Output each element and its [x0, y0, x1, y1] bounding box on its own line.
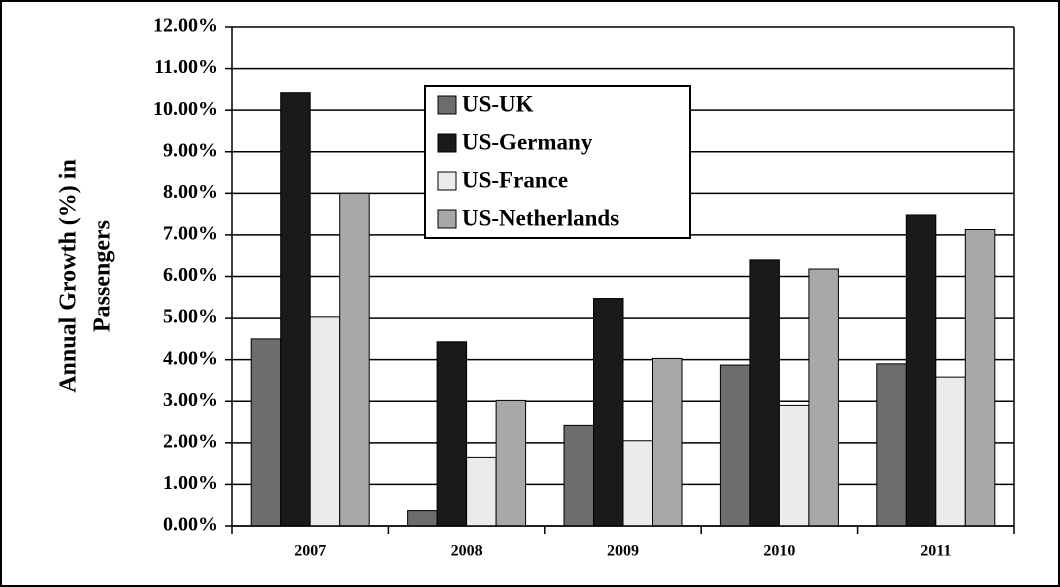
bar	[309, 316, 341, 527]
bar	[280, 92, 311, 527]
bar	[407, 510, 438, 527]
x-tick-label: 2007	[294, 543, 326, 560]
y-tick-label: 2.00%	[163, 430, 218, 452]
legend-swatch	[437, 133, 457, 153]
legend-box	[424, 85, 691, 239]
y-axis-label: Passengers	[90, 220, 116, 332]
bar	[808, 268, 839, 527]
bar	[250, 338, 282, 527]
bar	[905, 214, 937, 527]
bar	[563, 424, 594, 527]
bar	[436, 341, 468, 527]
bar	[935, 376, 966, 527]
y-tick-label: 12.00%	[153, 15, 218, 37]
bar	[652, 357, 683, 527]
y-tick-label: 10.00%	[153, 98, 218, 120]
y-tick-label: 8.00%	[163, 181, 218, 203]
bar	[719, 364, 751, 527]
bar	[749, 259, 780, 527]
bar	[495, 399, 527, 527]
y-tick-label: 6.00%	[163, 264, 218, 286]
bar	[593, 298, 624, 527]
y-tick-label: 4.00%	[163, 347, 218, 369]
bar	[339, 192, 370, 527]
x-tick-label: 2009	[607, 543, 639, 560]
bar	[778, 404, 810, 527]
y-tick-label: 9.00%	[163, 139, 218, 161]
y-axis-label: Annual Growth (%) in	[56, 159, 82, 393]
legend-swatch	[437, 171, 457, 191]
bar	[964, 229, 996, 527]
legend-label: US-France	[462, 167, 568, 192]
bar	[622, 440, 653, 527]
x-tick-label: 2008	[451, 543, 483, 560]
legend-swatch	[437, 209, 457, 229]
y-tick-label: 5.00%	[163, 306, 218, 328]
y-tick-label: 7.00%	[163, 223, 218, 245]
bar	[466, 456, 497, 527]
bar	[876, 363, 907, 527]
x-tick-label: 2010	[763, 543, 795, 560]
y-tick-label: 0.00%	[163, 514, 218, 536]
legend-label: US-UK	[462, 91, 534, 116]
legend-label: US-Netherlands	[462, 205, 619, 230]
x-tick-label: 2011	[920, 543, 951, 560]
y-tick-label: 3.00%	[163, 389, 218, 411]
y-tick-label: 1.00%	[163, 472, 218, 494]
legend-swatch	[437, 95, 457, 115]
legend-label: US-Germany	[462, 129, 593, 154]
y-tick-label: 11.00%	[154, 56, 218, 78]
